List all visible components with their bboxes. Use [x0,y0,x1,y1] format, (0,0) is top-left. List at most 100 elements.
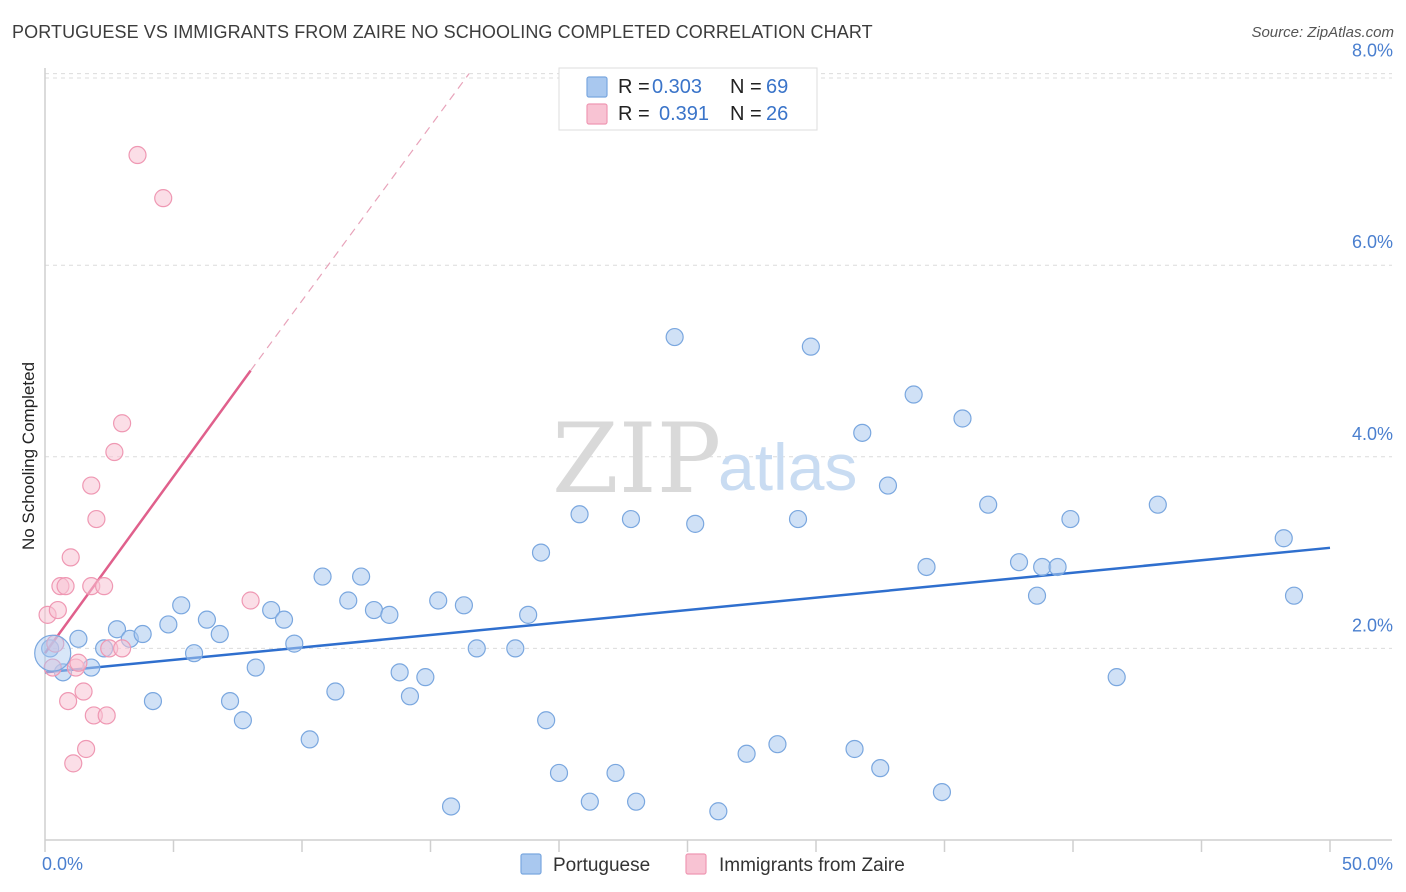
legend-n-label-portuguese: N = [730,76,762,98]
point-portuguese-31 [441,797,461,816]
x-tick-label-1: 50.0% [1342,854,1393,874]
point-zaire-23 [128,145,147,165]
point-portuguese-42 [621,509,641,529]
point-portuguese-23 [339,591,358,610]
point-zaire-17 [95,577,114,596]
point-zaire-22 [112,414,132,433]
point-portuguese-49 [788,509,808,529]
point-portuguese-19 [285,634,304,653]
point-portuguese-15 [233,711,252,730]
y-tick-label-3: 8.0% [1352,41,1393,61]
point-portuguese-55 [904,385,923,404]
x-tick-label-0: 0.0% [42,854,83,874]
legend-swatch-zaire [586,103,608,125]
legend-r-value-zaire: 0.391 [659,103,709,125]
point-portuguese-52 [853,423,872,442]
data-points [38,145,1304,821]
point-portuguese-59 [979,495,998,514]
point-portuguese-44 [665,327,684,347]
point-portuguese-30 [429,591,448,610]
point-portuguese-21 [313,567,332,586]
point-portuguese-62 [1033,557,1052,577]
series-legend-label-zaire: Immigrants from Zaire [719,855,905,876]
point-zaire-7 [61,548,80,567]
point-zaire-10 [69,653,88,672]
trend-line-zaire [43,369,252,654]
point-portuguese-22 [326,682,345,701]
point-portuguese-61 [1027,586,1047,605]
point-zaire-12 [77,739,96,759]
point-zaire-3 [48,600,67,620]
point-portuguese-2 [69,629,88,648]
point-portuguese-48 [768,735,787,754]
point-portuguese-67 [1274,529,1293,548]
point-portuguese-7 [133,624,152,644]
point-zaire-1 [43,658,62,677]
point-portuguese-56 [917,557,936,577]
point-portuguese-13 [210,624,229,644]
watermark-atlas: atlas [718,430,857,504]
point-zaire-20 [105,442,124,462]
point-portuguese-39 [570,505,589,524]
point-portuguese-11 [184,644,204,663]
point-portuguese-32 [454,596,474,615]
point-portuguese-8 [143,691,163,711]
legend-n-value-zaire: 26 [766,103,788,125]
point-zaire-24 [154,189,173,208]
point-portuguese-37 [537,711,556,730]
axes [44,68,1392,852]
point-portuguese-40 [580,792,599,811]
point-portuguese-5 [107,620,127,639]
overlap-marker-circle [34,634,72,672]
point-zaire-16 [87,509,106,529]
point-portuguese-12 [197,610,217,629]
point-zaire-8 [64,754,83,773]
point-zaire-25 [241,591,260,610]
legend-r-value-portuguese: 0.303 [652,76,702,98]
legend-r-label-portuguese: R = [618,76,650,98]
trend-line-zaire-extension [250,73,470,371]
point-zaire-21 [112,639,132,658]
x-tick-labels: 0.0% 50.0% [42,854,1393,874]
point-zaire-18 [97,706,116,725]
point-zaire-11 [74,682,93,701]
point-portuguese-14 [220,691,240,711]
chart-title: PORTUGUESE VS IMMIGRANTS FROM ZAIRE NO S… [12,22,873,42]
point-portuguese-46 [709,802,728,821]
series-legend: Portuguese Immigrants from Zaire [520,853,905,876]
source-label: Source: ZipAtlas.com [1251,24,1394,41]
point-portuguese-34 [506,639,525,658]
y-tick-label-2: 6.0% [1352,232,1393,252]
point-portuguese-57 [932,782,952,802]
watermark: ZIP atlas [552,403,857,515]
point-portuguese-24 [352,567,371,586]
point-portuguese-27 [390,663,409,682]
point-portuguese-35 [519,605,538,624]
point-portuguese-47 [737,744,756,763]
point-portuguese-41 [606,763,625,783]
point-portuguese-66 [1148,495,1167,514]
legend-n-label-zaire: N = [730,103,762,125]
series-legend-swatch-portuguese [520,853,542,875]
point-portuguese-65 [1107,668,1126,687]
point-portuguese-43 [626,792,646,811]
watermark-zip: ZIP [552,403,721,515]
y-tick-label-0: 2.0% [1352,615,1393,635]
point-zaire-5 [56,577,75,596]
legend-r-label-zaire: R = [618,103,650,125]
point-portuguese-16 [246,658,265,677]
point-portuguese-25 [364,600,384,620]
trend-lines [43,73,1331,674]
point-portuguese-51 [845,739,864,759]
point-portuguese-68 [1284,586,1304,605]
point-portuguese-36 [531,543,551,562]
point-portuguese-10 [172,596,191,615]
overlap-marker [34,634,72,672]
point-portuguese-9 [159,615,178,634]
point-portuguese-18 [274,610,294,629]
point-portuguese-54 [878,476,898,495]
point-portuguese-20 [300,730,319,749]
series-legend-swatch-zaire [685,853,707,875]
point-portuguese-45 [686,514,705,533]
point-portuguese-26 [380,605,399,624]
